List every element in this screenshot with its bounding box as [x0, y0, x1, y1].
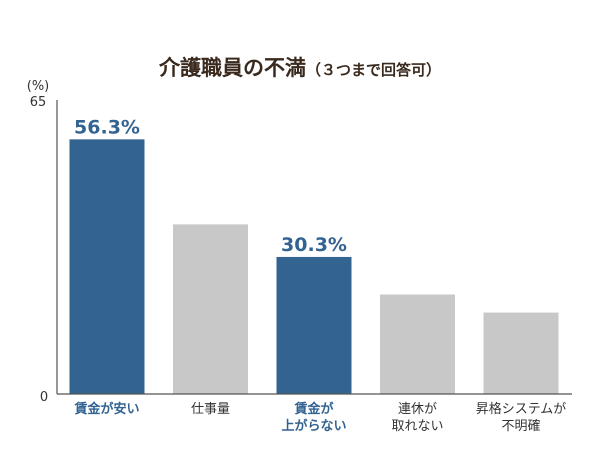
category-label-5-line-2: 不明確 — [501, 418, 540, 434]
data-label-3: 30.3% — [281, 234, 347, 256]
bar-4 — [380, 294, 455, 394]
chart-subtitle: （３つまで回答可） — [306, 61, 441, 79]
svg-text:介護職員の不満（３つまで回答可）: 介護職員の不満（３つまで回答可） — [158, 56, 441, 80]
category-label-3-line-2: 上がらない — [281, 418, 346, 434]
y-tick-max: 65 — [30, 95, 47, 110]
bar-1 — [69, 139, 145, 394]
bar-5 — [483, 312, 559, 394]
bar-2 — [173, 224, 248, 394]
y-axis-unit: (%) — [27, 79, 50, 94]
category-label-3-line-1: 賃金が — [293, 401, 333, 417]
chart-title: 介護職員の不満 — [158, 56, 306, 80]
y-tick-zero: 0 — [40, 390, 48, 405]
chart-title-group: 介護職員の不満（３つまで回答可） — [158, 56, 441, 80]
category-label-2: 仕事量 — [191, 402, 230, 417]
category-label-1: 賃金が安い — [73, 401, 139, 417]
category-label-4-line-1: 連休が — [398, 402, 437, 417]
data-label-1: 56.3% — [74, 116, 140, 138]
bars-group — [69, 139, 559, 394]
category-label-4-line-2: 取れない — [391, 419, 443, 434]
category-label-5-line-1: 昇格システムが — [476, 401, 567, 417]
bar-3 — [276, 256, 352, 394]
axes-group — [56, 100, 572, 395]
value-labels-group: 56.3% 30.3% — [74, 116, 347, 256]
